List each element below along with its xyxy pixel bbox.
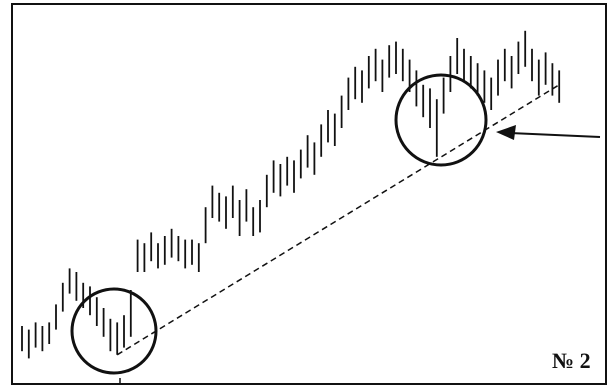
arrow-shaft: [509, 132, 601, 138]
plot-area: [21, 30, 561, 359]
frame: [11, 3, 607, 385]
figure-label: № 2: [552, 348, 591, 373]
arrow-head: [496, 125, 516, 140]
highlight-circle: [394, 73, 488, 167]
trendline: [116, 84, 560, 356]
